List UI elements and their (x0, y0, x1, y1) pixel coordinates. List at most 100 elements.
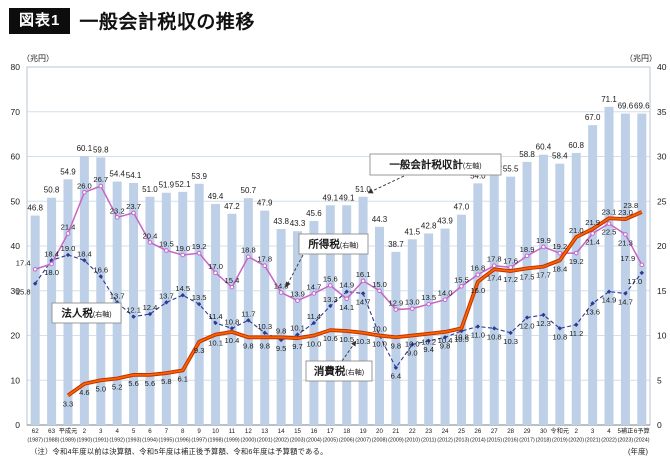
income-tax-point (360, 278, 366, 284)
callout-income: 所得税(右軸) (285, 233, 369, 288)
income-tax-point (590, 231, 595, 236)
bar-value-label: 54.1 (126, 171, 142, 180)
x-tick-era: 4 (607, 428, 611, 435)
tax-revenue-bar (555, 163, 565, 425)
consumption-value-label: 16.0 (470, 286, 485, 295)
corporate-tax-point (82, 258, 87, 263)
bar-value-label: 54.9 (60, 167, 76, 176)
bar-value-label: 60.4 (536, 143, 552, 152)
x-tick-year: (2006) (339, 438, 355, 444)
x-tick-year: (2002) (273, 438, 289, 444)
bar-value-label: 51.0 (355, 185, 371, 194)
corporate-value-label: 12.3 (536, 319, 551, 328)
income-tax-point (196, 250, 202, 256)
income-tax-point (606, 221, 612, 226)
bar-value-label: 51.0 (142, 185, 158, 194)
tax-revenue-bar (440, 228, 450, 425)
corporate-value-label: 11.4 (307, 312, 321, 321)
consumption-tax-path-inner (67, 211, 643, 397)
x-tick-era: 2 (83, 428, 87, 435)
corporate-value-label: 11.0 (471, 331, 485, 340)
income-value-label: 17.6 (503, 256, 518, 265)
x-tick-era: 16 (310, 428, 317, 435)
x-tick-era: 18 (343, 428, 350, 435)
callout-label: 所得税(右軸) (308, 238, 358, 251)
corporate-tax-path (34, 254, 643, 369)
income-value-label: 15.6 (323, 274, 338, 283)
corporate-value-label: 13.7 (110, 291, 125, 300)
income-tax-point (409, 306, 415, 311)
income-value-label: 21.4 (585, 237, 600, 246)
corporate-value-label: 11.4 (208, 312, 222, 321)
left-axis-tick: 20 (11, 331, 21, 341)
left-axis-tick: 60 (11, 152, 21, 162)
consumption-tax-labels: 3.34.6 5.0 5.2 5.6 5.6 5.8 6.19.310.1 10.49.8 9.… (63, 201, 638, 408)
bar-value-label: 49.1 (323, 193, 339, 202)
tax-revenue-bar (227, 213, 237, 425)
corporate-tax-point (196, 301, 202, 307)
tax-revenue-bar (374, 226, 384, 425)
corporate-tax-point (246, 318, 251, 323)
corporate-value-label: 10.3 (257, 322, 272, 331)
bar-value-label: 60.1 (77, 144, 93, 153)
corporate-value-label: 10.3 (503, 337, 518, 346)
corporate-tax-point (442, 335, 448, 340)
x-tick-era: 63 (48, 428, 55, 435)
corporate-tax-point (328, 303, 333, 309)
income-value-label: 14.7 (307, 282, 322, 291)
tax-revenue-bar (506, 176, 516, 425)
income-tax-point (459, 283, 464, 289)
tax-revenue-bar (358, 196, 368, 425)
income-tax-point (508, 265, 513, 270)
income-value-label: 14.1 (339, 303, 354, 312)
x-tick-year: (2003) (290, 438, 306, 444)
left-axis-tick: 10 (11, 375, 21, 385)
x-tick-era: 14 (278, 428, 285, 435)
bar-value-label: 42.8 (421, 221, 437, 230)
tax-revenue-bar (407, 239, 417, 425)
figure-badge: 図表1 (9, 7, 71, 34)
consumption-tax-line (66, 210, 643, 398)
corporate-tax-point (475, 324, 481, 329)
corporate-tax-point (147, 311, 153, 317)
consumption-value-label: 9.7 (292, 342, 303, 351)
consumption-value-label: 10.5 (339, 335, 354, 344)
consumption-value-label: 3.3 (63, 399, 74, 408)
bar-value-label: 51.9 (159, 181, 175, 190)
income-tax-point (262, 263, 268, 268)
income-tax-line (32, 183, 645, 312)
x-tick-era: 28 (507, 428, 514, 435)
corporate-tax-point (360, 291, 366, 296)
income-tax-point (442, 297, 448, 303)
consumption-value-label: 9.3 (194, 346, 205, 355)
income-value-label: 16.1 (356, 270, 371, 279)
x-tick-year: (2019) (552, 438, 568, 444)
income-value-label: 18.0 (44, 268, 59, 277)
x-tick-era: 15 (294, 428, 301, 435)
income-tax-point (541, 244, 546, 250)
income-tax-point (49, 261, 54, 267)
x-tick-era: 27 (491, 428, 498, 435)
right-axis-tick: 20 (657, 241, 667, 251)
right-axis-tick: 5 (657, 375, 662, 385)
x-tick-era: 22 (409, 428, 416, 435)
consumption-value-label: 18.4 (552, 264, 567, 273)
income-value-label: 13.5 (421, 293, 436, 302)
x-tick-year: (1990) (77, 438, 93, 444)
x-tick-year: (1988) (44, 438, 60, 444)
consumption-value-label: 5.6 (128, 379, 139, 388)
tax-revenue-bar (571, 152, 581, 426)
income-tax-point (114, 215, 120, 220)
corporate-value-label: 18.4 (77, 249, 92, 258)
bar-value-label: 60.8 (568, 141, 584, 150)
bar-value-label: 46.8 (27, 204, 43, 213)
x-tick-year: (1998) (208, 438, 224, 444)
right-axis-tick: 15 (657, 286, 667, 296)
corporate-value-label: 9.5 (276, 344, 287, 353)
consumption-value-label: 9.8 (276, 326, 287, 335)
income-value-label: 26.7 (93, 175, 108, 184)
bar-value-label: 58.4 (552, 152, 568, 161)
corporate-tax-point (393, 365, 399, 370)
consumption-value-label: 23.0 (618, 208, 633, 217)
left-axis-unit: （兆円） (22, 53, 54, 63)
